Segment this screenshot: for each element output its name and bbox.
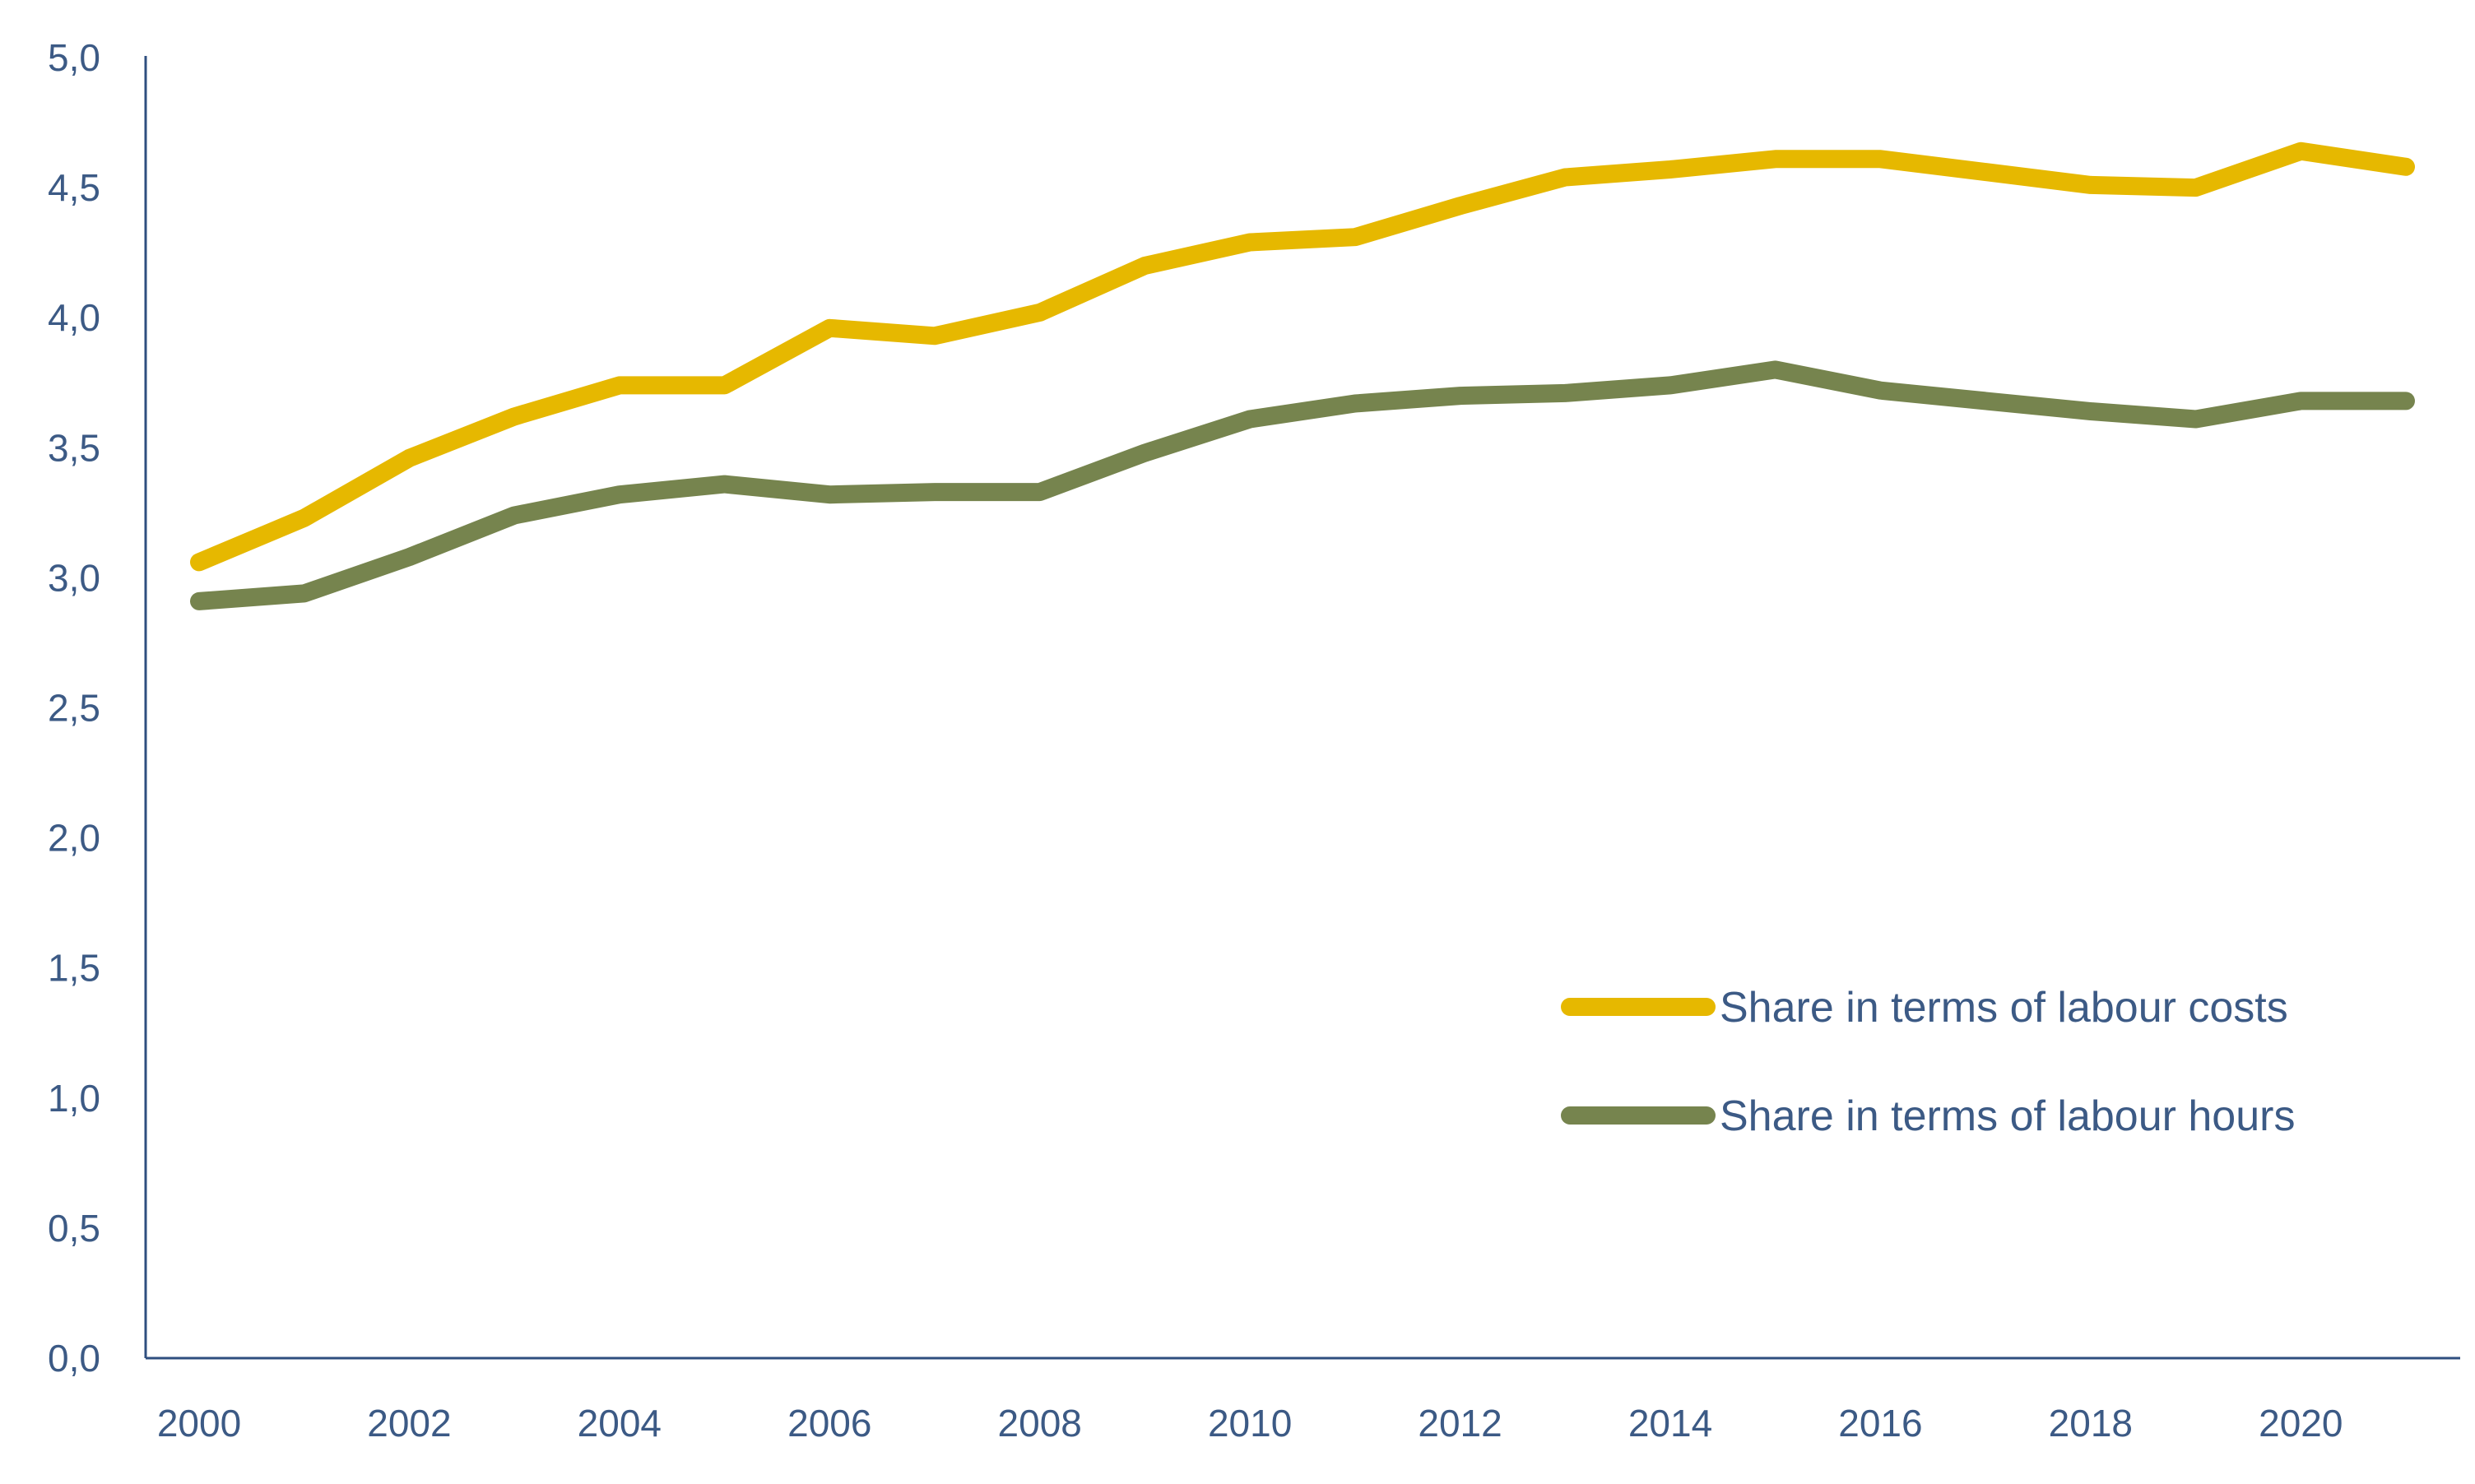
y-tick-label: 3,0	[48, 556, 100, 599]
x-tick-label: 2020	[2259, 1402, 2343, 1445]
legend-label: Share in terms of labour hours	[1720, 1092, 2295, 1140]
series-line-labour-hours	[190, 360, 2415, 610]
legend-label: Share in terms of labour costs	[1720, 984, 2288, 1032]
y-tick-label: 4,0	[48, 296, 100, 339]
series-line-labour-costs	[190, 141, 2415, 572]
x-tick-label: 2018	[2049, 1402, 2133, 1445]
x-tick-label: 2014	[1628, 1402, 1712, 1445]
x-axis-ticks: 2000 2002 2004 2006 2008 2010 2012 2014 2016 2018…	[157, 1402, 2343, 1445]
x-tick-label: 2002	[367, 1402, 451, 1445]
x-tick-label: 2004	[578, 1402, 662, 1445]
x-tick-label: 2012	[1418, 1402, 1502, 1445]
y-tick-label: 0,5	[48, 1207, 100, 1250]
y-tick-label: 1,0	[48, 1077, 100, 1120]
axes	[144, 56, 2460, 1360]
y-axis-ticks: 0,0 0,5 1,0 1,5 2,0 2,5 3,0 3,5 4,0 4,5 5,0	[48, 36, 100, 1380]
y-tick-label: 4,5	[48, 166, 100, 209]
legend: Share in terms of labour costs Share in t…	[1561, 984, 2295, 1140]
y-tick-label: 3,5	[48, 426, 100, 469]
y-tick-label: 5,0	[48, 36, 100, 79]
x-tick-label: 2006	[787, 1402, 871, 1445]
series-lines	[190, 141, 2415, 610]
y-tick-label: 2,5	[48, 687, 100, 730]
y-tick-label: 0,0	[48, 1337, 100, 1380]
x-tick-label: 2000	[157, 1402, 241, 1445]
x-tick-label: 2008	[998, 1402, 1082, 1445]
x-tick-label: 2016	[1838, 1402, 1922, 1445]
y-tick-label: 2,0	[48, 817, 100, 860]
y-tick-label: 1,5	[48, 947, 100, 990]
x-tick-label: 2010	[1208, 1402, 1292, 1445]
